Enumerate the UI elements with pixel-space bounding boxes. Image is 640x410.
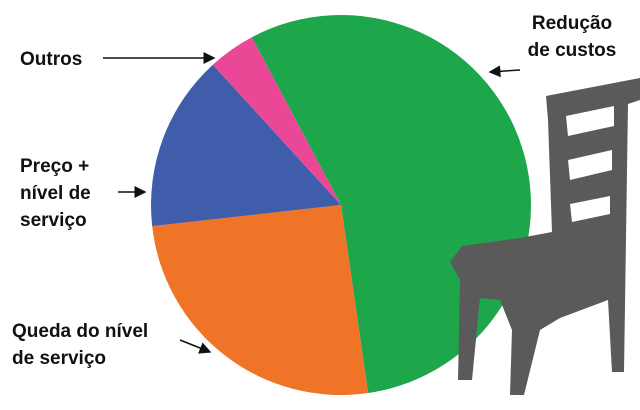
slice [152, 205, 369, 396]
slice-label: Preço + nível de serviço [20, 156, 91, 231]
slice-label: Queda do nível de serviço [12, 321, 148, 369]
slice-label: Outros [20, 49, 82, 70]
arrow [488, 65, 521, 78]
arrow [179, 339, 212, 354]
chair [450, 78, 640, 395]
slice-label: Redução de custos [528, 13, 617, 61]
slice [212, 37, 341, 205]
slice [151, 64, 341, 227]
